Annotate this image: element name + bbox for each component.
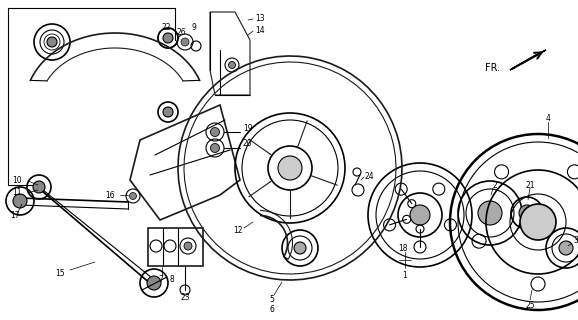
Circle shape — [210, 143, 220, 153]
Circle shape — [147, 276, 161, 290]
Text: 13: 13 — [255, 13, 265, 22]
Text: 2: 2 — [492, 180, 498, 189]
Circle shape — [47, 37, 57, 47]
Text: 7: 7 — [158, 276, 164, 284]
Text: 3: 3 — [573, 236, 578, 244]
Circle shape — [13, 194, 27, 208]
Text: 18: 18 — [398, 244, 407, 252]
Circle shape — [519, 205, 535, 221]
Text: 15: 15 — [55, 268, 65, 277]
Circle shape — [520, 204, 556, 240]
Text: 6: 6 — [269, 306, 275, 315]
Polygon shape — [510, 50, 546, 70]
Text: 5: 5 — [269, 295, 275, 305]
Circle shape — [294, 242, 306, 254]
Circle shape — [184, 242, 192, 250]
Text: 1: 1 — [403, 270, 407, 279]
Text: 23: 23 — [180, 292, 190, 301]
Text: 16: 16 — [105, 190, 115, 199]
Circle shape — [181, 38, 189, 46]
Text: 8: 8 — [169, 276, 175, 284]
Text: 17: 17 — [10, 211, 20, 220]
Text: 20: 20 — [243, 139, 253, 148]
Circle shape — [410, 205, 430, 225]
Text: 4: 4 — [546, 114, 550, 123]
Text: 26: 26 — [176, 28, 186, 36]
Circle shape — [559, 241, 573, 255]
Text: 21: 21 — [525, 180, 535, 189]
Text: 25: 25 — [525, 300, 535, 309]
Circle shape — [33, 181, 45, 193]
Text: 10: 10 — [12, 175, 21, 185]
Circle shape — [163, 33, 173, 43]
Circle shape — [478, 201, 502, 225]
Circle shape — [163, 107, 173, 117]
Circle shape — [278, 156, 302, 180]
Text: 24: 24 — [365, 172, 375, 180]
Text: 11: 11 — [12, 188, 21, 196]
Text: 22: 22 — [161, 22, 171, 31]
Circle shape — [129, 193, 136, 199]
Text: 19: 19 — [243, 124, 253, 132]
Text: 14: 14 — [255, 26, 265, 35]
Circle shape — [210, 127, 220, 137]
Circle shape — [228, 61, 235, 68]
Text: 12: 12 — [234, 226, 243, 235]
Text: FR.: FR. — [485, 63, 500, 73]
Text: 9: 9 — [191, 22, 197, 31]
